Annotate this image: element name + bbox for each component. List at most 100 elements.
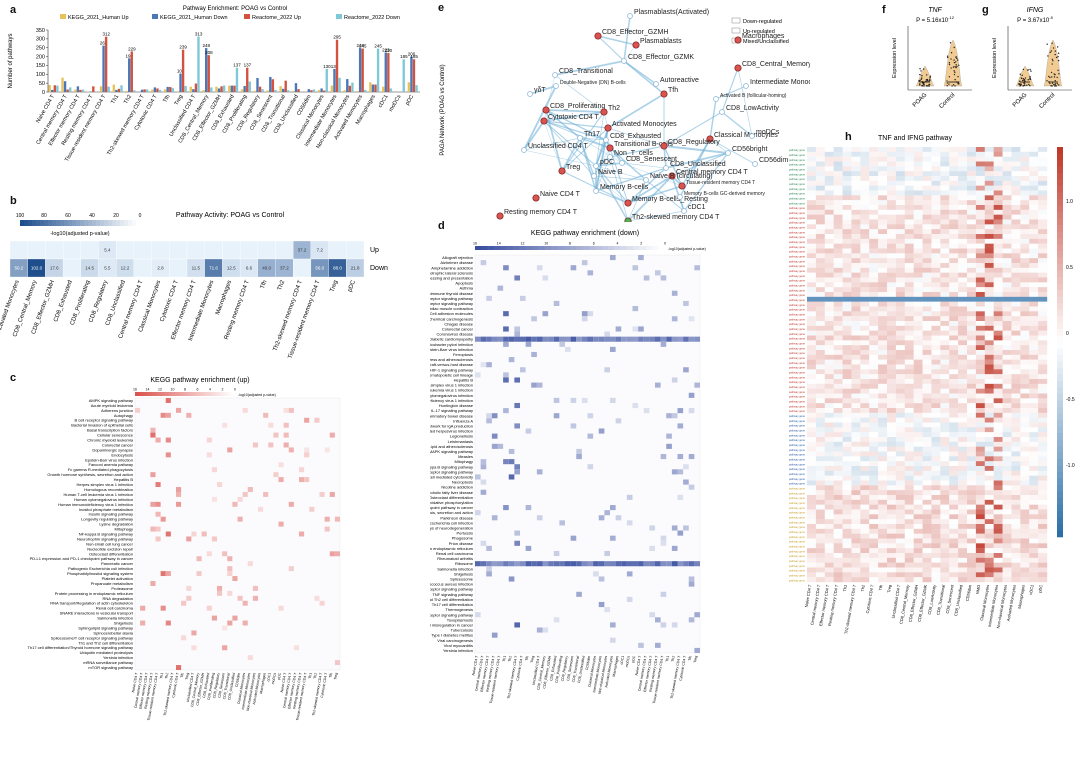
heat-cell-h [807,514,817,520]
heat-cell-h [895,383,905,389]
heat-cell-d [491,433,498,439]
row-label-h: pathway gene [789,511,806,515]
heat-cell-h [824,562,834,568]
bar-a [99,86,103,92]
heat-cell-h [967,562,977,568]
network-edge-e [554,60,625,76]
network-node-e [713,96,719,102]
heat-cell-h [1002,470,1012,476]
heat-cell-h [949,248,959,254]
heat-cell-h [993,383,1003,389]
heat-cell-h [878,369,888,375]
node-label-e: Th17 [584,131,600,138]
heat-cell-h [824,437,834,443]
network-edge-e [579,137,597,192]
heat-cell-h [922,461,932,467]
heat-cell-h [1029,243,1039,249]
heat-cell-h [824,161,834,167]
network-node-e [706,135,714,143]
heat-cell-d [610,336,616,342]
row-label-h: pathway gene [789,375,806,379]
heat-cell-h [869,466,879,472]
row-label-h: pathway gene [789,221,806,225]
network-edge-e [595,190,629,204]
heat-cell-h [851,243,861,249]
heat-cell-h [1029,282,1039,288]
heat-cell-h [967,456,977,462]
heat-cell-d [570,423,577,429]
colorbar-d [494,246,501,250]
heat-cell-h [833,200,843,206]
heat-cell-h [975,316,985,322]
colorbar-tick-d: 14 [497,242,501,246]
heat-cell-d [559,561,565,567]
heat-cell-h [824,509,834,515]
heat-cell-h [931,272,941,278]
network-node-e [527,91,533,97]
heat-cell-h [967,528,977,534]
heat-cell-h [869,282,879,288]
row-label-h: pathway gene [789,370,806,374]
heat-cell-h [967,485,977,491]
heat-cell-h [993,354,1003,360]
heat-cell-h [967,499,977,505]
col-label-c: Central memory CD4 T [133,672,143,709]
heat-cell-h [842,171,852,177]
heat-cell-h [1038,248,1048,254]
heat-cell-h [913,446,923,452]
heat-cell-h [869,258,879,264]
heat-cell-h [975,272,985,278]
row-label-d: Lipid and atherosclerosis [430,444,473,449]
row-label-c: Renal cell carcinoma [96,606,134,611]
heat-cell-h [913,504,923,510]
heat-cell-h [1020,345,1030,351]
heat-cell-d [666,433,672,439]
heat-cell-h [807,238,817,244]
network-edge-e [663,145,729,154]
heat-cell-h [842,267,852,273]
heat-cell-h [967,408,977,414]
node-label-e: Tfh [668,87,678,94]
heat-cell-c [319,600,325,606]
heat-cell-h [860,234,870,240]
heat-cell-h [815,190,825,196]
heat-cell-h [807,248,817,254]
heat-cell-h [1011,190,1021,196]
heat-cell-h [1038,267,1048,273]
heat-cell-h [993,321,1003,327]
heat-cell-h [1038,151,1048,157]
heat-cell-h [860,151,870,157]
heat-cell-c [237,496,243,502]
heat-cell-h [824,301,834,307]
col-label-c: Treg [333,672,338,680]
colorbar-c [188,392,192,396]
heat-cell-h [931,475,941,481]
heat-cell-d [475,372,481,378]
heat-cell-c [211,615,217,621]
heat-cell-h [993,253,1003,259]
heat-cell-h [842,306,852,312]
heat-cell-h [967,292,977,298]
heat-cell-h [824,528,834,534]
heat-cell-h [878,461,888,467]
violin-point-svg-f [922,68,925,70]
row-label-c: Lysine degradation [99,522,133,527]
heat-cell-h [913,432,923,438]
heat-cell-h [993,364,1003,370]
heat-cell-h [807,147,817,153]
heat-cell-h [833,263,843,269]
violin-point-svg-f [946,80,948,82]
heat-cell-h [949,499,959,505]
heat-cell-h [1038,398,1048,404]
colorbar-h [1057,277,1063,284]
heat-cell-h [949,374,959,380]
heat-cell-h [815,519,825,525]
heat-cell-h [815,147,825,153]
heat-cell-h [1020,446,1030,452]
heat-cell-h [815,417,825,423]
heat-cell-h [993,335,1003,341]
heat-cell-h [842,272,852,278]
col-label-c: CD8_Central_Memory [190,672,200,707]
row-label-c: Th1 and Th2 cell differentiation [78,640,133,645]
heat-cell-h [1038,393,1048,399]
